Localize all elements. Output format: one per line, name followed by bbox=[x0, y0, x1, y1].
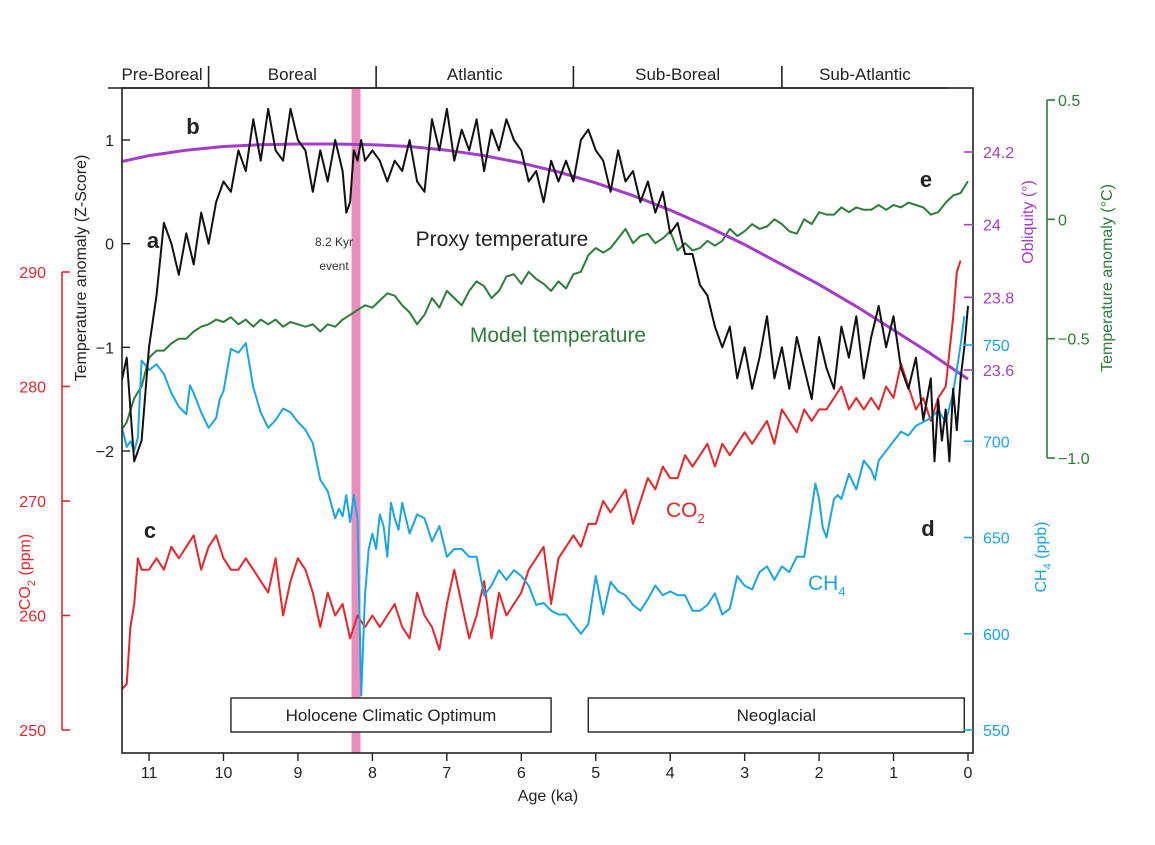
period-label: Sub-Atlantic bbox=[819, 65, 911, 84]
x-tick-label: 5 bbox=[591, 765, 600, 782]
ch4-axis-title-end: (ppb) bbox=[1033, 521, 1050, 563]
obliquity-tick-label: 24.2 bbox=[983, 145, 1014, 162]
obliquity-tick-label: 23.8 bbox=[983, 290, 1014, 307]
panel-label: d bbox=[921, 516, 934, 541]
series-line-proxy-temperature bbox=[122, 107, 969, 463]
event-band bbox=[351, 88, 361, 753]
x-tick-label: 11 bbox=[141, 765, 158, 782]
x-tick-label: 6 bbox=[517, 765, 526, 782]
co2-tick-label: 250 bbox=[19, 723, 46, 740]
event-label-line1: 8.2 Kyr bbox=[315, 235, 353, 249]
series-line-co2 bbox=[122, 260, 962, 691]
temp-c-axis-title: Temperature anomaly (°C) bbox=[1099, 184, 1116, 372]
period-label: Boreal bbox=[268, 65, 317, 84]
co2-tick-label: 290 bbox=[19, 265, 46, 282]
model-temperature-label: Model temperature bbox=[470, 324, 646, 347]
series-line-model-temperature bbox=[122, 180, 969, 432]
ch4-series-label: CH4 bbox=[808, 572, 846, 599]
obliquity-tick-label: 23.6 bbox=[983, 363, 1014, 380]
period-bar bbox=[108, 62, 948, 88]
temp-z-tick-label: 1 bbox=[105, 133, 114, 150]
temp-c-tick-label: 0 bbox=[1058, 212, 1067, 229]
event-label-line2: event bbox=[319, 259, 349, 273]
ch4-axis-title-main: CH bbox=[1033, 569, 1050, 592]
temp-z-tick-label: −1 bbox=[96, 340, 114, 357]
ch4-tick-label: 550 bbox=[983, 723, 1010, 740]
ch4-tick-label: 650 bbox=[983, 531, 1010, 548]
x-tick-label: 8 bbox=[368, 765, 377, 782]
panel-labels: a b c d e bbox=[144, 114, 935, 543]
ch4-series-label-sub: 4 bbox=[838, 584, 845, 599]
co2-series-label-sub: 2 bbox=[698, 511, 705, 526]
ch4-series-label-main: CH bbox=[808, 572, 838, 595]
x-tick-label: 2 bbox=[815, 765, 824, 782]
interval-label: Holocene Climatic Optimum bbox=[286, 706, 497, 725]
co2-series-label-main: CO bbox=[666, 499, 698, 522]
ch4-axis-title: CH4 (ppb) bbox=[1033, 521, 1054, 592]
x-tick-label: 3 bbox=[740, 765, 749, 782]
period-label: Pre-Boreal bbox=[121, 65, 202, 84]
interval-box bbox=[230, 697, 552, 733]
period-label: Sub-Boreal bbox=[635, 65, 720, 84]
series-line-ch4 bbox=[122, 315, 966, 697]
period-label: Atlantic bbox=[447, 65, 503, 84]
ch4-tick-label: 750 bbox=[983, 338, 1010, 355]
obliquity-tick-label: 24 bbox=[983, 218, 1001, 235]
plot-frame bbox=[121, 87, 974, 754]
temp-c-tick-label: −0.5 bbox=[1058, 332, 1090, 349]
co2-axis-title-sub: 2 bbox=[26, 580, 38, 586]
co2-tick-label: 280 bbox=[19, 380, 46, 397]
temp-z-tick-label: 0 bbox=[105, 237, 114, 254]
temp-c-tick-label: −1.0 bbox=[1058, 451, 1090, 468]
series-line-obliquity bbox=[122, 142, 969, 381]
x-tick-label: 10 bbox=[215, 765, 233, 782]
co2-axis-title-end: (ppm) bbox=[17, 534, 34, 580]
co2-axis-title-main: CO bbox=[17, 586, 34, 610]
x-tick-label: 1 bbox=[889, 765, 898, 782]
co2-tick-label: 270 bbox=[19, 494, 46, 511]
temp-c-tick-label: 0.5 bbox=[1058, 93, 1080, 110]
interval-label: Neoglacial bbox=[737, 706, 816, 725]
x-tick-label: 9 bbox=[293, 765, 302, 782]
series-labels: Proxy temperature Model temperature CO2 CH4 bbox=[416, 228, 846, 599]
interval-box bbox=[587, 697, 965, 733]
x-tick-label: 0 bbox=[964, 765, 973, 782]
ch4-tick-label: 600 bbox=[983, 627, 1010, 644]
temp-z-axis-title: Temperature anomaly (Z-Score) bbox=[73, 155, 90, 382]
co2-series-label: CO2 bbox=[666, 499, 705, 526]
panel-label: e bbox=[920, 167, 932, 192]
panel-label: c bbox=[144, 518, 156, 543]
panel-label: a bbox=[147, 228, 160, 253]
panel-label: b bbox=[186, 114, 199, 139]
period-bar-bg bbox=[108, 62, 948, 88]
event-band-group: 8.2 Kyr event bbox=[315, 88, 361, 753]
x-tick-label: 4 bbox=[666, 765, 675, 782]
series-group bbox=[122, 107, 969, 697]
co2-tick-label: 260 bbox=[19, 609, 46, 626]
interval-boxes: Holocene Climatic Optimum Neoglacial bbox=[230, 697, 965, 733]
proxy-temperature-label: Proxy temperature bbox=[416, 228, 589, 251]
co2-axis-title: CO2 (ppm) bbox=[17, 534, 38, 610]
ch4-tick-label: 700 bbox=[983, 434, 1010, 451]
x-axis-title: Age (ka) bbox=[518, 788, 578, 805]
temp-z-tick-label: −2 bbox=[96, 444, 114, 461]
x-tick-label: 7 bbox=[442, 765, 451, 782]
obliquity-axis-title: Obliquity (°) bbox=[1020, 180, 1037, 264]
ch4-axis-title-sub: 4 bbox=[1042, 563, 1054, 569]
